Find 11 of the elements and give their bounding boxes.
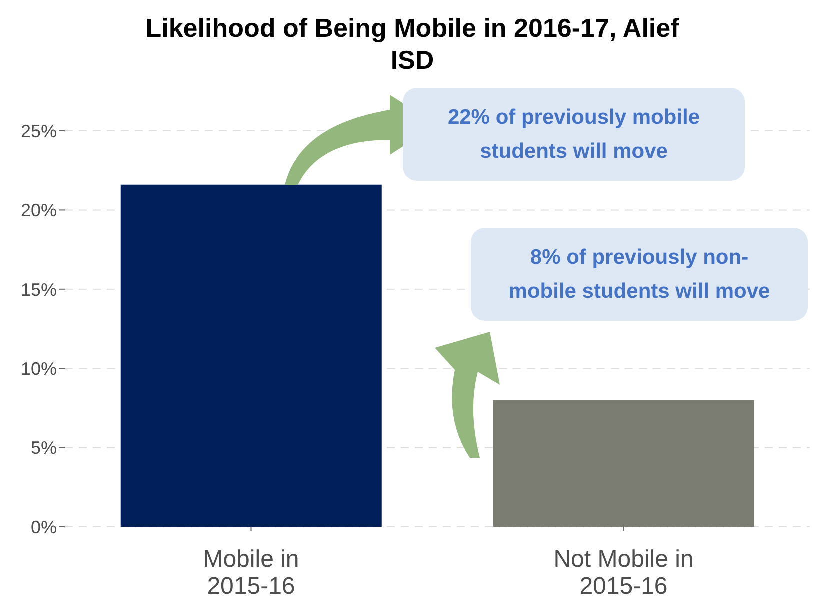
callout-box: 22% of previously mobile students will move — [403, 88, 745, 181]
y-tick-label: 15% — [20, 280, 57, 300]
x-tick-label: Mobile in 2015-16 — [203, 546, 300, 600]
y-tick-label: 10% — [20, 358, 57, 379]
y-tick-label: 20% — [20, 200, 57, 221]
y-tick-label: 25% — [20, 121, 57, 142]
y-tick-label: 5% — [30, 438, 57, 458]
y-tick-label: 0% — [30, 517, 57, 538]
chart-title: Likelihood of Being Mobile in 2016-17, Alief ISD — [144, 12, 680, 76]
callout-box: 8% of previously non-mobile students will move — [471, 228, 808, 321]
x-tick-label: Not Mobile in 2015-16 — [554, 546, 694, 600]
